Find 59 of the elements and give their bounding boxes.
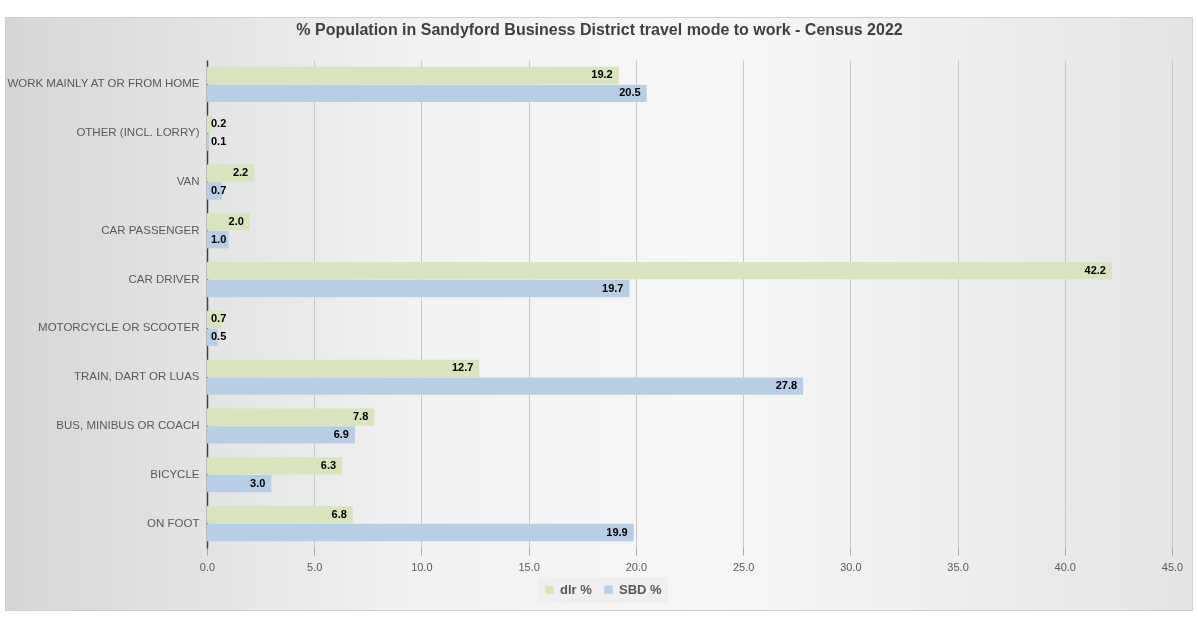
data-label: 7.8 [352,410,369,423]
bar [207,213,250,231]
data-label: 42.2 [1084,263,1106,276]
data-label: 6.9 [333,427,349,440]
bar [207,84,647,102]
x-tick-label: 0.0 [199,560,216,573]
chart-title: % Population in Sandyford Business District travel mode to work - Census 2022 [296,21,903,38]
bar [207,115,212,133]
x-tick-label: 45.0 [1161,560,1184,573]
data-label: 19.9 [606,525,628,538]
x-tick-label: 20.0 [625,560,648,573]
data-label: 0.7 [211,183,227,196]
bar [207,66,619,85]
bar [207,279,630,298]
x-tick-label: 5.0 [307,560,323,573]
y-tick-label: MOTORCYCLE OR SCOOTER [38,321,200,334]
bar [207,457,343,475]
data-label: 0.1 [211,135,227,148]
x-tick-label: 30.0 [840,560,862,573]
y-tick-label: BUS, MINIBUS OR COACH [56,419,200,431]
bar [207,164,255,182]
data-label: 0.5 [211,330,227,343]
bar [207,426,355,444]
y-tick-label: CAR DRIVER [128,272,200,285]
data-label: 0.2 [211,117,227,130]
bar [207,262,1112,280]
bar [207,377,804,395]
y-tick-label: VAN [176,175,200,187]
data-label: 27.8 [775,379,798,392]
y-tick-label: ON FOOT [147,516,200,529]
x-tick-label: 25.0 [732,560,755,573]
bar [207,359,480,377]
y-tick-label: WORK MAINLY AT OR FROM HOME [7,77,200,90]
bar [207,133,210,151]
data-label: 0.7 [211,312,227,325]
x-tick-label: 10.0 [411,560,433,573]
data-label: 2.2 [232,166,249,179]
y-tick-label: BICYCLE [150,467,200,480]
y-tick-label: TRAIN, DART OR LUAS [74,370,200,383]
bar [207,506,353,524]
data-label: 2.0 [228,214,244,227]
data-label: 6.8 [331,507,347,520]
bar [207,408,375,426]
legend-label: dlr % [560,581,593,597]
data-label: 20.5 [619,86,641,99]
bar [207,475,272,493]
y-tick-label: OTHER (INCL. LORRY) [76,126,200,139]
data-label: 1.0 [211,232,227,245]
legend-label: SBD % [619,581,663,597]
data-label: 19.7 [602,281,624,294]
y-tick-label: CAR PASSENGER [101,223,200,236]
data-label: 3.0 [250,476,266,489]
x-tick-label: 15.0 [518,560,540,573]
x-tick-label: 35.0 [947,560,969,573]
bar [207,523,634,542]
data-label: 6.3 [320,458,337,471]
x-tick-label: 40.0 [1054,560,1076,573]
data-label: 19.2 [591,68,613,81]
data-label: 12.7 [451,361,474,374]
